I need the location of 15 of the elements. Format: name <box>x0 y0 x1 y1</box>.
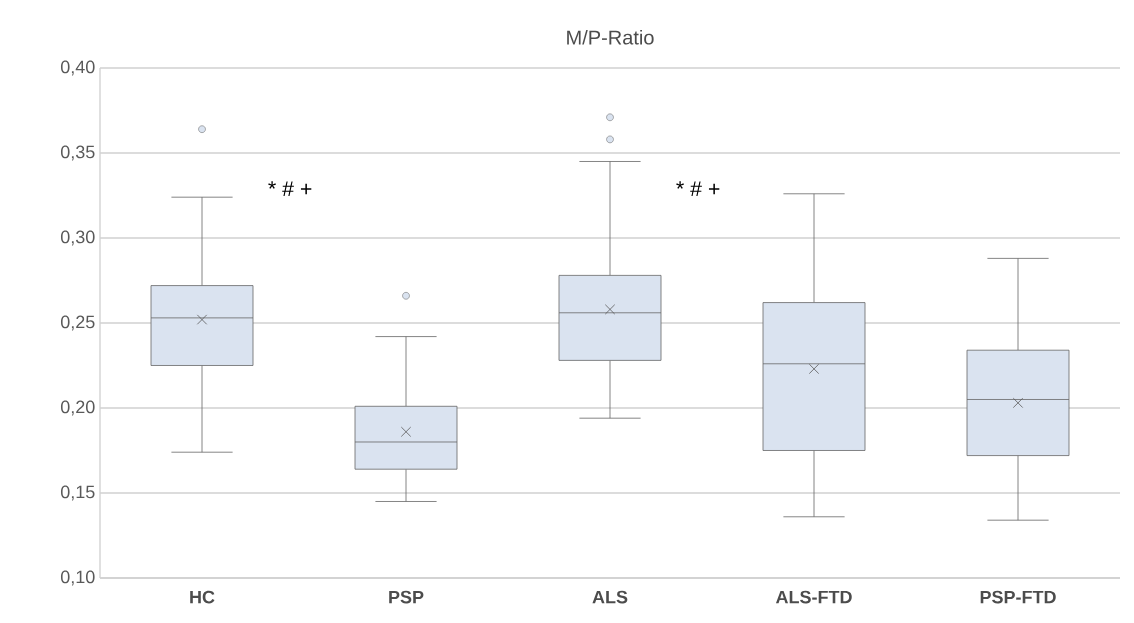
y-tick-label: 0,35 <box>60 145 95 161</box>
x-tick-label: PSP <box>389 590 424 604</box>
annotation: * # + <box>268 181 312 197</box>
x-tick-label: ALS-FTD <box>775 590 852 604</box>
y-tick-label: 0,40 <box>60 60 95 76</box>
chart-title: M/P-Ratio <box>567 29 654 45</box>
y-tick-label: 0,30 <box>60 230 95 246</box>
y-tick-label: 0,25 <box>60 315 95 331</box>
x-tick-label: HC <box>190 590 215 604</box>
y-tick-label: 0,15 <box>60 485 95 501</box>
y-tick-label: 0,10 <box>60 570 95 586</box>
x-tick-label: PSP-FTD <box>980 590 1056 604</box>
y-tick-label: 0,20 <box>60 400 95 416</box>
x-tick-label: ALS <box>592 590 628 604</box>
annotation: * # + <box>676 181 720 197</box>
